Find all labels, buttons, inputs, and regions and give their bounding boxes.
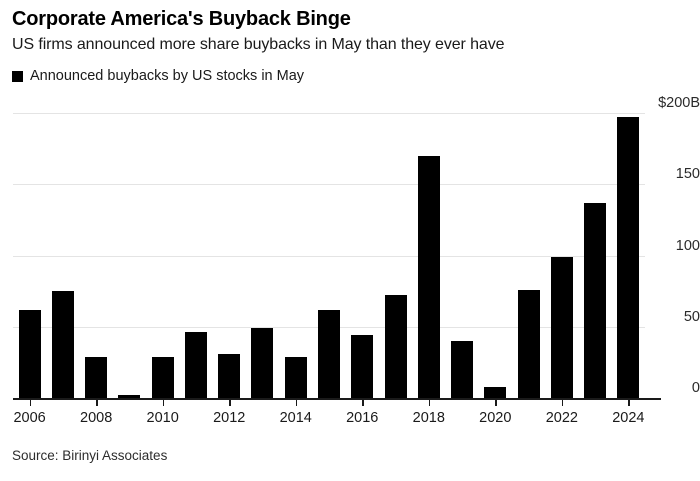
bar-2009 <box>118 395 141 398</box>
page-title: Corporate America's Buyback Binge <box>12 8 351 30</box>
bar-2011 <box>184 332 207 398</box>
x-tick-2022 <box>561 399 564 406</box>
x-tick-2024 <box>628 399 630 406</box>
x-tick-2014 <box>295 399 298 406</box>
x-axis-label-2008: 2008 <box>80 410 113 426</box>
bar-2012 <box>218 353 241 398</box>
x-tick-2010 <box>162 399 165 406</box>
bar-2014 <box>284 356 307 398</box>
x-axis-labels: 2006 2008 2010 2012 2014 2016 2018 2020 2022 2024 <box>0 410 700 434</box>
x-axis-line <box>13 398 661 400</box>
x-tick-2012 <box>229 399 231 406</box>
bar-2020 <box>484 386 507 398</box>
x-tick-2018 <box>428 399 431 406</box>
x-axis-label-2006: 2006 <box>13 410 46 426</box>
bar-2018 <box>417 155 440 398</box>
x-axis-label-2022: 2022 <box>545 410 578 426</box>
gridline-200 <box>13 113 645 114</box>
bar-2022 <box>550 256 573 398</box>
bar-2017 <box>384 295 407 398</box>
x-axis-label-2014: 2014 <box>279 410 312 426</box>
x-axis-label-2010: 2010 <box>146 410 179 426</box>
bar-2024 <box>617 117 640 398</box>
x-axis-ticks <box>13 399 661 407</box>
bar-2013 <box>251 328 274 398</box>
y-axis-label-0: 0 <box>691 380 700 396</box>
chart-bars <box>13 113 645 398</box>
square-swatch-icon <box>12 70 23 82</box>
x-tick-2020 <box>495 399 497 406</box>
x-axis-label-2016: 2016 <box>346 410 379 426</box>
gridline-100 <box>13 255 645 257</box>
y-axis-label-$200B: $200B <box>658 95 700 111</box>
x-tick-2016 <box>362 399 364 406</box>
x-tick-2008 <box>96 399 98 406</box>
source-note: Source: Birinyi Associates <box>12 448 168 463</box>
bar-2016 <box>351 335 374 398</box>
bar-2021 <box>517 289 540 398</box>
y-axis-label-100: 100 <box>675 237 700 254</box>
x-axis-label-2024: 2024 <box>612 410 645 426</box>
y-axis-label-50: 50 <box>683 308 700 325</box>
bar-2023 <box>584 202 607 398</box>
bar-2006 <box>18 309 41 398</box>
bar-2007 <box>51 291 74 398</box>
chart-legend: Announced buybacks by US stocks in May <box>12 68 304 84</box>
x-axis-label-2020: 2020 <box>479 410 512 426</box>
y-axis-label-150: 150 <box>675 166 700 183</box>
gridline-150 <box>13 184 645 186</box>
x-tick-2006 <box>29 399 32 406</box>
bar-2019 <box>451 341 474 398</box>
bar-2015 <box>318 309 340 398</box>
legend-label: Announced buybacks by US stocks in May <box>30 68 305 84</box>
x-axis-label-2012: 2012 <box>213 410 246 426</box>
bar-2008 <box>85 356 108 398</box>
chart-subtitle: US firms announced more share buybacks i… <box>12 36 505 53</box>
y-axis-labels: 0 50 100 150 $200B <box>645 88 700 418</box>
x-axis-label-2018: 2018 <box>412 410 445 426</box>
bar-2010 <box>151 356 174 398</box>
